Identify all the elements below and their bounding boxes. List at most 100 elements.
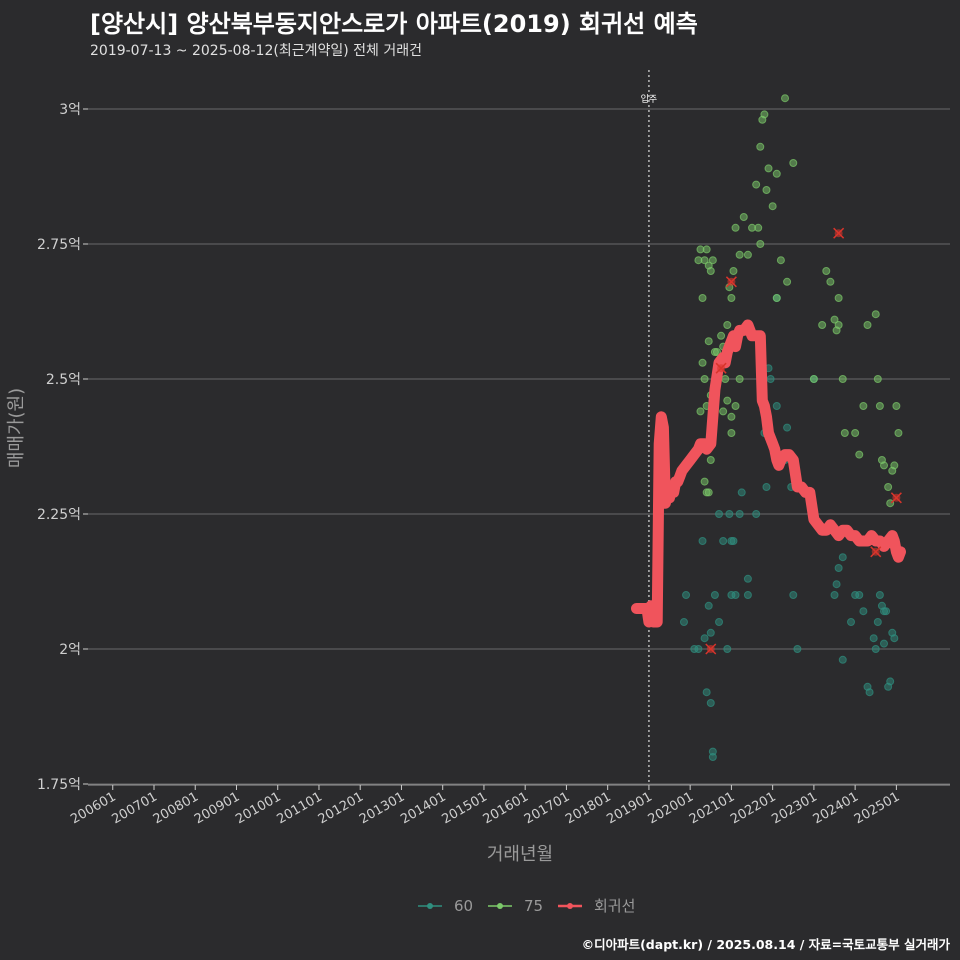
- point-60: [855, 591, 864, 599]
- point-60: [706, 699, 715, 707]
- point-75: [884, 483, 893, 491]
- x-tick-label: 201601: [481, 789, 531, 827]
- point-75: [859, 402, 868, 410]
- point-60: [708, 747, 717, 756]
- point-75: [731, 402, 740, 410]
- point-75: [768, 202, 777, 211]
- point-75: [700, 256, 709, 265]
- point-75: [754, 223, 763, 232]
- x-tick-label: 201001: [233, 789, 283, 827]
- highlight-x-mark: [715, 362, 727, 374]
- point-75: [756, 240, 765, 248]
- point-75: [838, 375, 847, 383]
- point-75: [783, 277, 792, 286]
- x-tick-label: 201701: [522, 789, 572, 827]
- point-60: [702, 688, 711, 697]
- legend-key-dot: [567, 903, 573, 909]
- y-tick-label: 2.5억: [46, 372, 81, 388]
- point-75: [892, 402, 901, 410]
- legend-label: 75: [524, 897, 543, 915]
- point-60: [830, 591, 839, 599]
- point-60: [859, 607, 868, 616]
- highlight-x-mark: [705, 643, 717, 655]
- highlight-x-mark: [890, 492, 902, 504]
- highlight-x-mark: [870, 546, 882, 558]
- point-75: [704, 488, 713, 497]
- point-60: [890, 634, 899, 643]
- x-tick-label: 202301: [769, 789, 819, 827]
- point-75: [789, 159, 798, 167]
- point-75: [760, 110, 769, 119]
- regression-line: [631, 319, 906, 628]
- point-75: [822, 267, 831, 275]
- point-60: [710, 591, 719, 599]
- point-60: [783, 423, 792, 432]
- point-75: [721, 375, 730, 383]
- chart-subtitle: 2019-07-13 ~ 2025-08-12(최근계약일) 전체 거래건: [90, 43, 422, 59]
- legend: 60 75 회귀선: [418, 897, 635, 915]
- point-75: [712, 348, 721, 356]
- x-tick-label: 201101: [274, 789, 324, 827]
- point-60: [869, 634, 878, 643]
- point-60: [847, 618, 856, 626]
- point-75: [698, 358, 707, 367]
- point-60: [871, 645, 880, 653]
- point-75: [706, 267, 715, 275]
- point-75: [894, 429, 903, 437]
- point-75: [700, 375, 709, 383]
- point-75: [752, 180, 761, 189]
- point-75: [727, 429, 736, 437]
- point-75: [735, 250, 744, 259]
- point-60: [706, 628, 715, 637]
- move-in-label: 입주: [641, 93, 658, 105]
- x-tick-label: 201401: [398, 789, 448, 827]
- x-tick-label: 200901: [192, 789, 242, 827]
- point-75: [764, 164, 773, 173]
- y-axis-ticks: 1.75억 2억 2.25억 2.5억 2.75억 3억: [37, 102, 88, 793]
- move-in-annotation: 입주: [641, 70, 658, 785]
- y-tick-label: 2억: [59, 642, 81, 658]
- point-75: [717, 331, 726, 340]
- point-60: [723, 645, 732, 653]
- y-tick-label: 1.75억: [37, 777, 81, 793]
- point-75: [739, 213, 748, 221]
- x-tick-label: 201501: [439, 789, 489, 827]
- point-75: [781, 94, 790, 103]
- point-75: [863, 321, 872, 329]
- point-75: [702, 245, 711, 254]
- legend-label: 회귀선: [594, 897, 635, 915]
- point-60: [679, 618, 688, 626]
- point-75: [743, 250, 752, 259]
- point-75: [706, 456, 715, 464]
- point-60: [715, 510, 724, 518]
- x-tick-label: 201801: [563, 789, 613, 827]
- x-tick-label: 201301: [357, 789, 407, 827]
- x-tick-label: 202101: [687, 789, 737, 827]
- point-60: [766, 375, 775, 383]
- point-75: [704, 337, 713, 346]
- point-75: [735, 375, 744, 383]
- point-75: [875, 402, 884, 410]
- point-60: [875, 591, 884, 599]
- point-60: [727, 537, 736, 545]
- point-60: [704, 601, 713, 610]
- y-tick-label: 2.25억: [37, 507, 81, 523]
- point-75: [756, 142, 765, 151]
- point-75: [762, 186, 771, 194]
- point-60: [762, 483, 771, 491]
- x-tick-label: 200601: [68, 789, 118, 827]
- grid-lines: [88, 108, 950, 785]
- point-75: [834, 321, 843, 329]
- point-60: [682, 591, 691, 599]
- x-tick-label: 201201: [316, 789, 366, 827]
- point-75: [840, 429, 849, 437]
- highlight-x-mark: [725, 276, 737, 288]
- point-60: [873, 618, 882, 626]
- x-tick-label: 202401: [811, 789, 861, 827]
- point-60: [793, 645, 802, 653]
- point-60: [886, 677, 895, 686]
- x-tick-label: 200701: [110, 789, 160, 827]
- point-60: [838, 655, 847, 664]
- point-75: [890, 461, 899, 470]
